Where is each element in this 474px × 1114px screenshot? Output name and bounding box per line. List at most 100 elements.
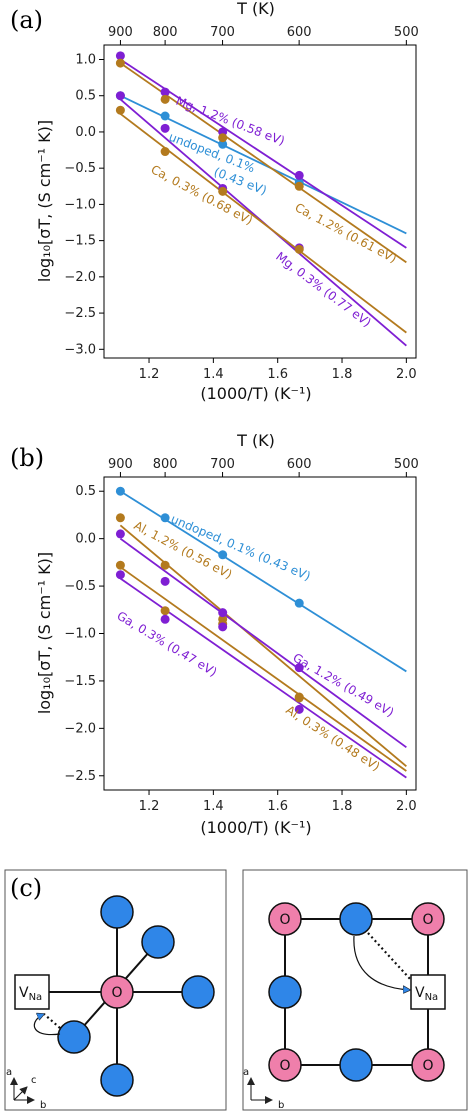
- top-tick-label: 900: [108, 457, 133, 472]
- na-site-lower-left: [57, 1020, 91, 1054]
- oxygen-top-right-label: O: [422, 912, 433, 928]
- y-tick-label: −0.5: [64, 579, 96, 594]
- data-point-series-1: [294, 170, 304, 180]
- data-point-series-4: [160, 614, 170, 624]
- fit-line-series-3: [119, 537, 407, 749]
- chart-panel-b: (b) T (K) 1.2 1.4 1.6 1.8 2.0 0.5 0.0 −0.5 −1.0…: [10, 431, 419, 837]
- oxygen-bottom-right-label: O: [422, 1058, 433, 1074]
- label-ca-0-3: Ca, 0.3% (0.68 eV): [149, 162, 255, 227]
- data-point-series-0: [218, 550, 228, 560]
- data-point-series-0: [160, 513, 170, 523]
- data-point-series-4: [294, 244, 304, 254]
- axis-c-left: [13, 1086, 28, 1101]
- fit-line-series-0: [119, 490, 407, 673]
- left-diagram: O VNa a b c: [6, 895, 215, 1111]
- data-point-series-4: [115, 105, 125, 115]
- panel-a-x-axis-label: (1000/T) (K⁻¹): [200, 384, 311, 403]
- y-tick-label: 0.5: [75, 89, 96, 104]
- y-tick-label: −2.5: [64, 306, 96, 321]
- chart-panel-a: (a) T (K) 1.2 1.4 1.6 1.8 2.0 1.0 0.5 0.0 −0.5 −…: [10, 0, 419, 403]
- top-tick-label: 600: [287, 25, 312, 40]
- panel-b-top-axis-label: T (K): [236, 431, 275, 450]
- x-tick-label: 2.0: [396, 799, 417, 814]
- data-point-series-1: [115, 513, 125, 523]
- data-point-series-2: [115, 560, 125, 570]
- x-tick-label: 1.8: [332, 367, 353, 382]
- data-point-series-2: [160, 123, 170, 133]
- na-site-left-edge: [268, 975, 302, 1009]
- oxygen-center-label: O: [111, 985, 122, 1001]
- panel-a-top-ticks: 900 800 700 600 500: [108, 25, 419, 45]
- x-tick-label: 1.6: [267, 367, 288, 382]
- vacancy-box-right: [410, 974, 446, 1010]
- right-diagram: O O O O VNa a b: [243, 902, 446, 1111]
- data-point-series-3: [115, 529, 125, 539]
- data-point-series-1: [160, 560, 170, 570]
- panel-a-y-ticks: 1.0 0.5 0.0 −0.5 −1.0 −1.5 −2.0 −2.5 −3.0: [64, 52, 104, 357]
- x-tick-label: 1.6: [267, 799, 288, 814]
- panel-c-label: (c): [10, 874, 42, 902]
- top-tick-label: 700: [210, 25, 235, 40]
- y-tick-label: −2.0: [64, 721, 96, 736]
- na-site-upper-right: [141, 925, 175, 959]
- data-point-series-0: [160, 111, 170, 121]
- left-diagram-frame: [4, 869, 227, 1111]
- axis-b-label-right: b: [278, 1100, 284, 1111]
- panel-a-plot-frame: [103, 44, 417, 359]
- top-tick-label: 700: [210, 457, 235, 472]
- fit-line-series-4: [119, 113, 407, 334]
- x-tick-label: 2.0: [396, 367, 417, 382]
- hop-arrow-left: [33, 1014, 61, 1036]
- x-tick-label: 1.2: [139, 367, 160, 382]
- data-point-series-4: [294, 704, 304, 714]
- y-tick-label: −2.0: [64, 270, 96, 285]
- top-tick-label: 500: [394, 25, 419, 40]
- data-point-series-3: [294, 663, 304, 673]
- top-tick-label: 800: [153, 457, 178, 472]
- y-tick-label: 0.0: [75, 532, 96, 547]
- y-tick-label: 0.5: [75, 484, 96, 499]
- data-point-series-2: [160, 606, 170, 616]
- label-ga-1-2: Ga, 1.2% (0.49 eV): [291, 650, 397, 719]
- oxygen-top-right: [411, 902, 445, 936]
- data-point-series-0: [218, 139, 228, 149]
- data-point-series-4: [160, 147, 170, 157]
- y-tick-label: −1.5: [64, 234, 96, 249]
- panel-b-y-ticks: 0.5 0.0 −0.5 −1.0 −1.5 −2.0 −2.5: [64, 484, 104, 784]
- y-tick-label: 0.0: [75, 125, 96, 140]
- top-tick-label: 800: [153, 25, 178, 40]
- oxygen-bottom-left-label: O: [279, 1058, 290, 1074]
- panel-a-points: [115, 51, 304, 254]
- top-tick-label: 600: [287, 457, 312, 472]
- label-undoped-a-line1: undoped, 0.1%: [167, 130, 257, 176]
- data-point-series-3: [160, 94, 170, 104]
- data-point-series-0: [115, 486, 125, 496]
- data-point-series-2: [115, 91, 125, 101]
- y-tick-label: −2.5: [64, 769, 96, 784]
- data-point-series-3: [294, 181, 304, 191]
- axis-a-label-left: a: [6, 1067, 12, 1078]
- data-point-series-0: [294, 598, 304, 608]
- panel-b-points: [115, 486, 304, 714]
- y-tick-label: −1.5: [64, 674, 96, 689]
- panel-a-top-axis-label: T (K): [236, 0, 275, 18]
- vacancy-label-left: VNa: [19, 985, 42, 1003]
- data-point-series-3: [218, 133, 228, 143]
- axis-a-label-right: a: [243, 1067, 249, 1078]
- panel-a-x-ticks: 1.2 1.4 1.6 1.8 2.0: [139, 358, 417, 382]
- y-tick-label: −1.0: [64, 627, 96, 642]
- na-site-right: [181, 975, 215, 1009]
- hop-path-direct-right: [367, 932, 412, 981]
- top-tick-label: 900: [108, 25, 133, 40]
- x-tick-label: 1.2: [139, 799, 160, 814]
- panel-b-x-ticks: 1.2 1.4 1.6 1.8 2.0: [139, 790, 417, 814]
- data-point-series-2: [294, 693, 304, 703]
- oxygen-top-left: [268, 902, 302, 936]
- data-point-series-4: [218, 622, 228, 632]
- x-tick-label: 1.8: [332, 799, 353, 814]
- data-point-series-4: [218, 186, 228, 196]
- panel-b-y-axis-label: log₁₀[σT, (S cm⁻¹ K)]: [35, 552, 54, 714]
- axis-c-label-left: c: [31, 1075, 37, 1086]
- axis-b-label-left: b: [40, 1100, 46, 1111]
